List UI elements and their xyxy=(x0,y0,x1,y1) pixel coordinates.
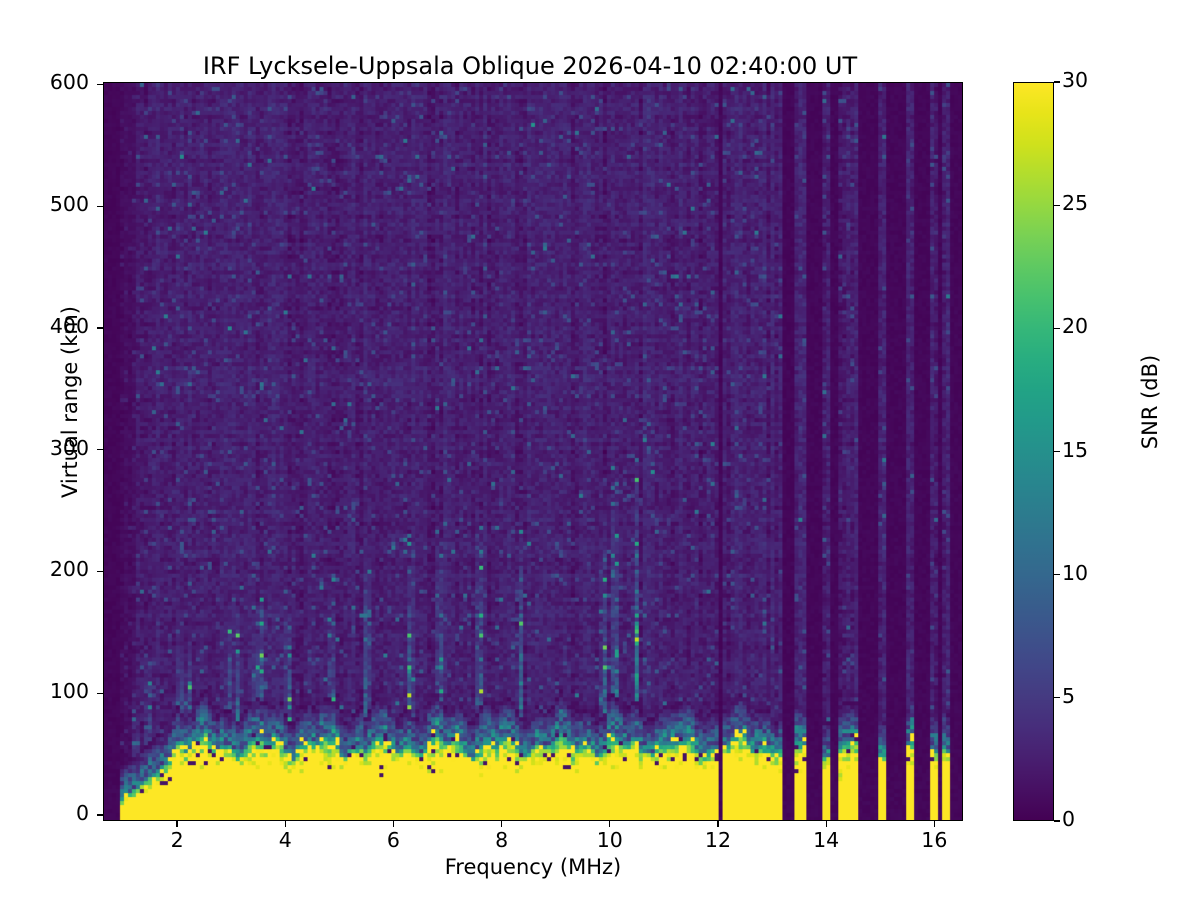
y-axis-tick-mark xyxy=(97,327,103,329)
y-axis-label: Virtual range (km) xyxy=(58,305,82,499)
colorbar-tick-mark xyxy=(1054,820,1060,822)
x-axis-tick-label: 12 xyxy=(704,828,732,852)
colorbar-gradient xyxy=(1014,83,1053,820)
colorbar-tick-label: 10 xyxy=(1062,560,1089,585)
y-axis-tick-mark xyxy=(97,83,103,86)
y-axis-tick-label: 200 xyxy=(49,557,89,582)
ionogram-heatmap-plot xyxy=(103,82,963,821)
colorbar-tick-mark xyxy=(1054,574,1060,576)
x-axis-tick-mark xyxy=(176,821,178,827)
colorbar-tick-label: 20 xyxy=(1062,314,1089,339)
y-axis-tick-mark xyxy=(97,692,103,694)
colorbar-tick-label: 0 xyxy=(1062,807,1076,831)
y-axis-tick-label: 100 xyxy=(49,679,89,704)
x-axis-tick-label: 10 xyxy=(596,828,623,852)
x-axis-tick-mark xyxy=(284,821,286,827)
y-axis-tick-mark xyxy=(97,449,103,451)
x-axis-tick-label: 6 xyxy=(386,828,400,852)
colorbar-tick-mark xyxy=(1054,450,1060,453)
x-axis-label: Frequency (MHz) xyxy=(444,855,622,879)
x-axis-tick-mark xyxy=(500,821,503,827)
colorbar-label: SNR (dB) xyxy=(1138,354,1162,450)
y-axis-tick-mark xyxy=(97,814,103,816)
colorbar-tick-mark xyxy=(1054,327,1060,329)
colorbar-tick-mark xyxy=(1054,204,1060,206)
x-axis-tick-mark xyxy=(717,821,719,827)
x-axis-tick-label: 4 xyxy=(278,828,292,852)
y-axis-tick-mark xyxy=(97,205,103,207)
y-axis-tick-label: 300 xyxy=(49,435,89,460)
x-axis-tick-label: 2 xyxy=(170,828,184,852)
y-axis-tick-mark xyxy=(97,570,103,573)
y-axis-tick-label: 400 xyxy=(49,313,89,338)
y-axis-tick-label: 600 xyxy=(49,70,89,95)
x-axis-tick-mark xyxy=(609,821,611,827)
x-axis-tick-mark xyxy=(825,821,827,827)
y-axis-tick-label: 0 xyxy=(75,800,89,825)
colorbar-tick-mark xyxy=(1054,697,1060,699)
colorbar-tick-label: 30 xyxy=(1062,68,1089,92)
colorbar-tick-label: 25 xyxy=(1062,191,1089,216)
colorbar-tick-label: 15 xyxy=(1062,437,1089,462)
x-axis-tick-label: 8 xyxy=(495,828,509,852)
x-axis-tick-label: 14 xyxy=(813,828,840,852)
colorbar xyxy=(1013,82,1054,821)
x-axis-tick-mark xyxy=(933,821,935,827)
ionogram-heatmap-canvas xyxy=(104,83,962,820)
x-axis-tick-mark xyxy=(392,821,395,827)
y-axis-tick-label: 500 xyxy=(49,192,89,217)
colorbar-tick-mark xyxy=(1054,81,1060,83)
chart-title-line-1: IRF Lycksele-Uppsala Oblique 2026-04-10 … xyxy=(202,52,858,81)
x-axis-tick-label: 16 xyxy=(921,828,948,852)
colorbar-tick-label: 5 xyxy=(1062,683,1076,708)
